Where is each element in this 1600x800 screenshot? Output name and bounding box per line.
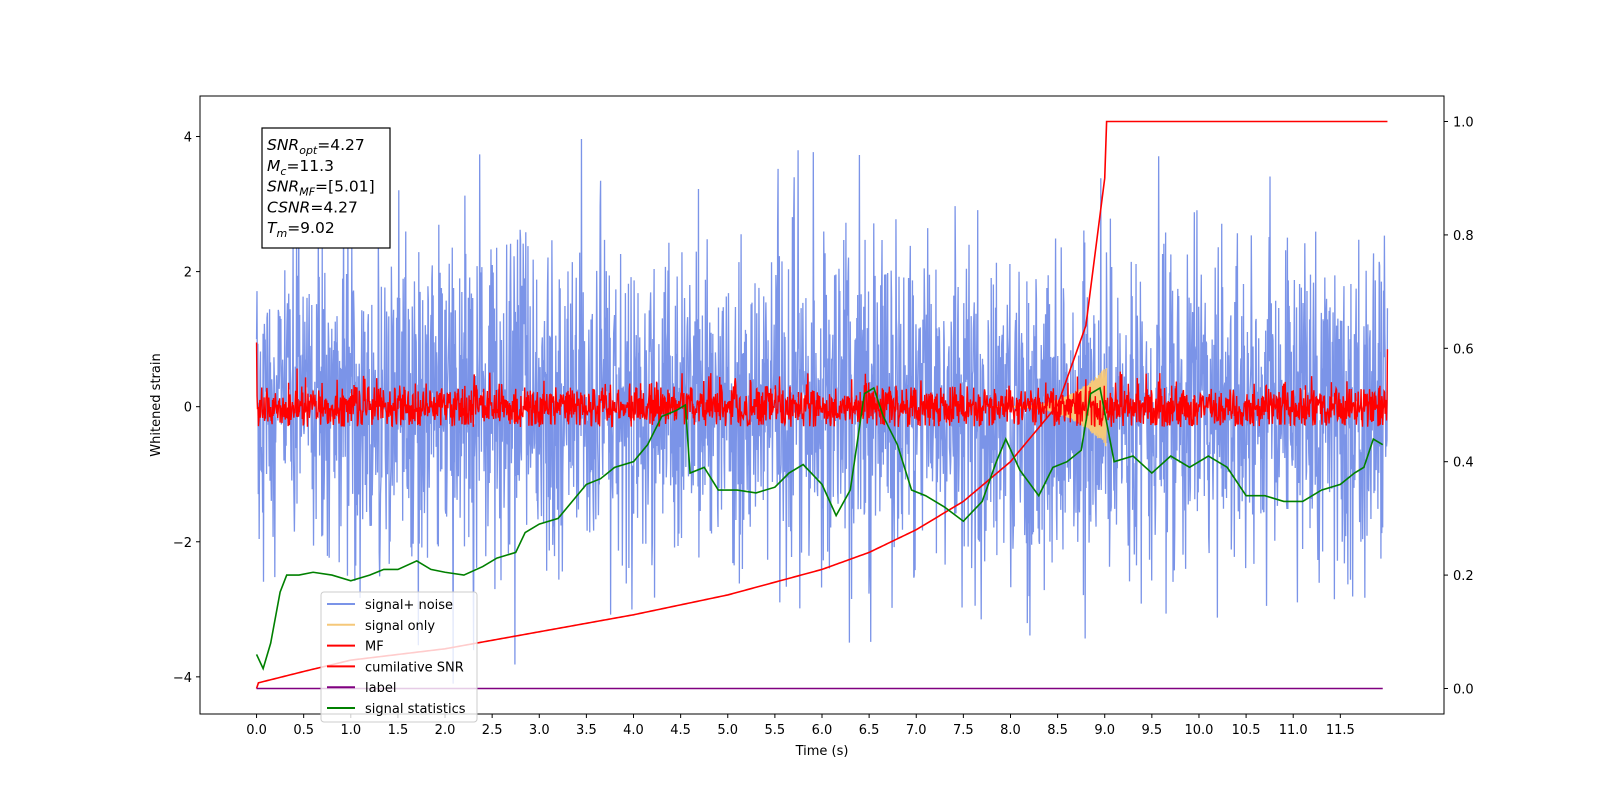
x-tick-label: 3.0 [529,723,550,738]
legend-frame [320,591,478,723]
x-tick-label: 9.5 [1142,723,1163,738]
x-tick-label: 1.5 [388,723,409,738]
annotation-line: Mc=11.3 [267,157,334,178]
y2-tick-label: 0.4 [1453,456,1474,471]
legend-label: signal only [365,619,435,634]
legend: signal+ noise signal only MF cumilative SNR… [320,591,478,723]
x-tick-label: 7.5 [953,723,974,738]
y2-tick-label: 1.0 [1453,116,1474,131]
x-tick-label: 3.5 [576,723,597,738]
y-axis-label: Whitened strain [149,353,164,456]
annotation-line: SNRopt=4.27 [267,136,365,157]
annotation-line: Tm=9.02 [267,219,335,240]
x-tick-label: 10.5 [1232,723,1261,738]
mf-line [255,342,1389,428]
y2-tick-label: 0.6 [1453,342,1474,357]
y2-tick-label: 0.8 [1453,229,1474,244]
x-tick-label: 10.0 [1184,723,1213,738]
x-tick-label: 9.0 [1094,723,1115,738]
x-tick-label: 11.5 [1326,723,1355,738]
y-tick-label: 0 [184,401,192,416]
y-tick-label: 4 [184,131,192,146]
legend-label: signal+ noise [365,598,453,613]
y-tick-label: −4 [173,671,192,686]
x-tick-label: 11.0 [1279,723,1308,738]
ticks: 0.0 0.5 1.0 1.5 2.0 2.5 3.0 3.5 4.0 4.5 5.0 5.5 6.0 6… [173,116,1474,738]
annotation-line: SNRMF=[5.01] [267,178,375,199]
x-tick-label: 2.0 [435,723,456,738]
y2-tick-label: 0.0 [1453,682,1474,697]
x-tick-label: 1.0 [340,723,361,738]
x-tick-label: 6.0 [812,723,833,738]
x-tick-label: 4.0 [623,723,644,738]
legend-label: label [365,681,396,696]
x-tick-label: 0.0 [246,723,267,738]
x-tick-label: 7.0 [906,723,927,738]
legend-label: cumilative SNR [365,660,464,675]
signal-statistics-line [255,386,1384,671]
signal-noise-line [255,138,1389,684]
annotation-box-frame [261,127,391,249]
x-tick-label: 8.5 [1047,723,1068,738]
x-tick-label: 5.0 [717,723,738,738]
x-tick-label: 2.5 [482,723,503,738]
x-tick-label: 4.5 [670,723,691,738]
legend-label: MF [365,640,384,655]
x-tick-label: 8.0 [1000,723,1021,738]
annotation-line: CSNR=4.27 [267,198,358,216]
x-tick-label: 0.5 [293,723,314,738]
x-axis-label: Time (s) [795,744,849,759]
x-tick-label: 5.5 [765,723,786,738]
x-tick-label: 6.5 [859,723,880,738]
y-tick-label: −2 [173,536,192,551]
legend-label: signal statistics [365,702,466,717]
y-tick-label: 2 [184,266,192,281]
y2-tick-label: 0.2 [1453,569,1474,584]
